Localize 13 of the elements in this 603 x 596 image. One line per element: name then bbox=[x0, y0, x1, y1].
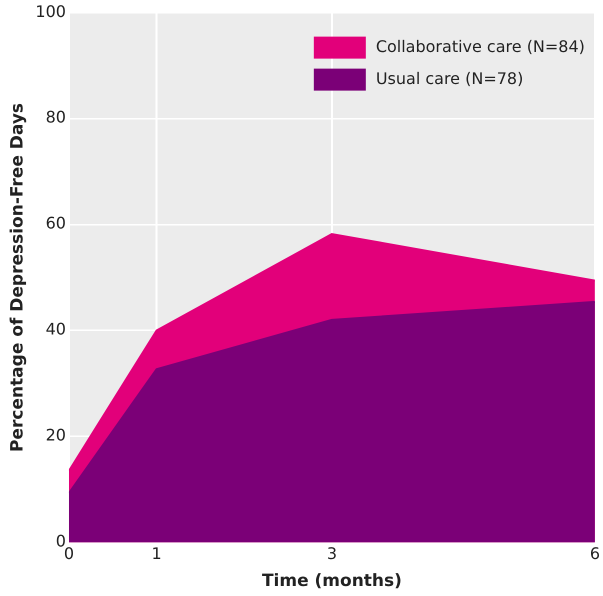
y-tick-label: 0 bbox=[56, 532, 66, 551]
legend-label: Usual care (N=78) bbox=[376, 68, 524, 88]
x-axis-title: Time (months) bbox=[262, 571, 402, 592]
x-tick-label: 1 bbox=[152, 544, 162, 564]
y-tick-label: 20 bbox=[46, 426, 66, 445]
x-tick-label: 3 bbox=[326, 544, 338, 564]
y-axis-title: Percentage of Depression-Free Days bbox=[8, 102, 28, 452]
y-tick-label: 100 bbox=[35, 2, 66, 21]
y-tick-label: 60 bbox=[46, 214, 66, 233]
legend-label: Collaborative care (N=84) bbox=[376, 36, 585, 56]
y-tick-label: 80 bbox=[46, 108, 66, 127]
x-tick-label: 6 bbox=[590, 544, 600, 564]
y-tick-label: 40 bbox=[46, 320, 66, 339]
